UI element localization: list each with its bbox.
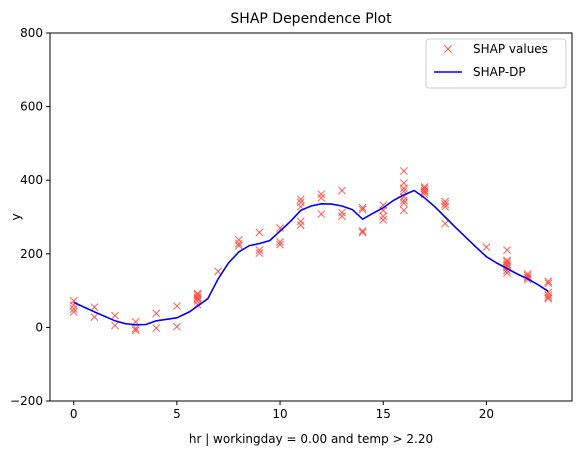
shap-value-point — [544, 291, 553, 300]
shap-value-point — [317, 210, 326, 219]
shap-value-point — [441, 202, 450, 211]
shap-value-point — [255, 228, 264, 237]
shap-value-point — [234, 241, 243, 250]
shap-value-point — [90, 313, 99, 322]
legend-label-shap-dp: SHAP-DP — [473, 65, 526, 79]
shap-value-point — [441, 219, 450, 228]
shap-value-point — [90, 303, 99, 312]
y-tick-label: 400 — [20, 173, 43, 187]
shap-value-point — [399, 199, 408, 208]
shap-value-point — [337, 212, 346, 221]
shap-value-point — [131, 326, 140, 335]
y-tick-label: 200 — [20, 247, 43, 261]
shap-value-point — [379, 212, 388, 221]
shap-value-point — [420, 187, 429, 196]
shap-value-point — [358, 203, 367, 212]
shap-value-point — [69, 307, 78, 316]
plot-marks — [69, 167, 553, 335]
shap-value-point — [358, 228, 367, 237]
chart-title: SHAP Dependence Plot — [230, 11, 392, 27]
y-tick-label: 800 — [20, 26, 43, 40]
shap-value-point — [337, 186, 346, 195]
x-axis: 0 5 10 15 20 — [70, 401, 494, 421]
shap-value-point — [234, 235, 243, 244]
shap-value-point — [399, 167, 408, 175]
legend: SHAP values SHAP-DP — [425, 38, 567, 89]
y-axis: −200 0 200 400 600 800 — [10, 26, 50, 408]
x-tick-label: 5 — [173, 407, 181, 421]
shap-value-point — [131, 324, 140, 333]
shap-value-point — [255, 249, 264, 258]
shap-value-point — [152, 309, 161, 318]
shap-value-point — [379, 215, 388, 224]
shap-dp-line — [73, 189, 549, 326]
shap-value-point — [276, 240, 285, 249]
shap-value-point — [172, 322, 181, 331]
shap-value-point — [193, 294, 202, 303]
shap-value-point — [544, 279, 553, 288]
shap-value-point — [111, 311, 119, 320]
shap-value-point — [193, 296, 202, 305]
shap-value-point — [296, 221, 305, 230]
x-tick-label: 20 — [479, 407, 494, 421]
shap-value-point — [152, 324, 161, 333]
shap-value-point — [296, 217, 305, 226]
shap-value-point — [276, 238, 285, 247]
shap-value-point — [544, 277, 553, 286]
shap-value-point — [111, 321, 119, 330]
legend-marker-x-icon — [444, 45, 452, 53]
shap-value-point — [544, 294, 553, 303]
shap-value-point — [358, 205, 367, 214]
shap-value-point — [358, 226, 367, 235]
shap-value-point — [379, 206, 388, 215]
x-tick-label: 15 — [376, 407, 391, 421]
y-tick-label: 0 — [35, 320, 43, 334]
shap-value-point — [69, 305, 78, 313]
x-axis-label: hr | workingday = 0.00 and temp > 2.20 — [189, 432, 433, 446]
shap-value-point — [399, 196, 408, 205]
shap-value-point — [399, 206, 408, 215]
shap-value-point — [482, 243, 491, 252]
shap-value-point — [317, 190, 326, 199]
shap-value-point — [337, 208, 346, 217]
shap-value-point — [234, 239, 243, 248]
shap-value-point — [399, 184, 408, 193]
shap-value-point — [255, 246, 264, 255]
x-tick-label: 10 — [272, 407, 287, 421]
shap-value-point — [441, 200, 450, 209]
shap-value-point — [172, 302, 181, 311]
shap-value-point — [317, 193, 326, 202]
y-tick-label: −200 — [10, 394, 43, 408]
shap-value-point — [503, 246, 511, 255]
legend-box — [425, 38, 567, 89]
shap-value-point — [420, 184, 429, 193]
shap-value-point — [503, 257, 511, 266]
x-tick-label: 0 — [70, 407, 78, 421]
shap-value-point — [193, 291, 202, 300]
plot-frame — [49, 32, 573, 402]
y-tick-label: 600 — [20, 100, 43, 114]
y-axis-label: y — [9, 213, 23, 220]
shap-value-point — [544, 293, 553, 302]
shap-value-point — [193, 293, 202, 302]
shap-value-point — [276, 224, 285, 233]
legend-label-shap-values: SHAP values — [473, 42, 548, 56]
shap-value-point — [296, 195, 305, 204]
shap-value-point — [420, 186, 429, 195]
